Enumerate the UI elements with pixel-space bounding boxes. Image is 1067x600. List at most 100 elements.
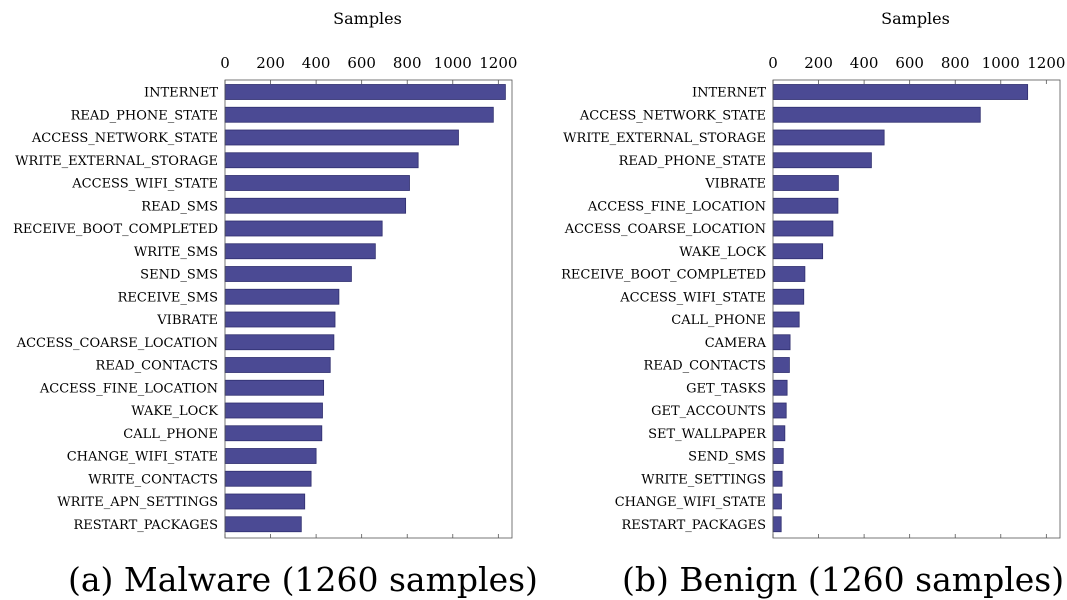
category-label: VIBRATE	[156, 313, 218, 328]
category-label: ACCESS_FINE_LOCATION	[39, 381, 218, 396]
x-tick-label: 1200	[479, 54, 517, 72]
x-tick-label: 1200	[1027, 54, 1065, 72]
bar-wake-lock	[772, 243, 824, 260]
category-label: ACCESS_NETWORK_STATE	[31, 131, 218, 146]
caption-malware: (a) Malware (1260 samples)	[68, 560, 538, 599]
x-tick-label: 200	[256, 54, 285, 72]
category-label: GET_ACCOUNTS	[651, 404, 766, 419]
category-label: CAMERA	[705, 336, 767, 351]
x-tick-label: 1000	[434, 54, 472, 72]
bar-send-sms	[224, 266, 352, 282]
x-tick-label: 600	[895, 54, 924, 72]
caption-benign: (b) Benign (1260 samples)	[622, 560, 1065, 599]
category-label: ACCESS_COARSE_LOCATION	[16, 336, 218, 351]
bar-change-wifi-state	[772, 493, 782, 510]
category-label: READ_SMS	[141, 199, 218, 214]
category-label: WRITE_SMS	[134, 245, 218, 260]
x-axis-title: Samples	[881, 9, 950, 28]
bar-read-phone-state	[224, 106, 494, 123]
category-label: READ_PHONE_STATE	[619, 154, 766, 169]
category-label: ACCESS_WIFI_STATE	[71, 177, 218, 192]
bar-read-contacts	[224, 357, 331, 373]
x-tick-label: 400	[302, 54, 331, 72]
category-label: RESTART_PACKAGES	[621, 518, 766, 533]
category-label: GET_TASKS	[686, 381, 766, 396]
bar-write-external-storage	[224, 152, 419, 169]
bar-call-phone	[772, 311, 800, 328]
category-label: RECEIVE_BOOT_COMPLETED	[13, 222, 218, 237]
chart-benign: INTERNET ACCESS_NETWORK_STATE WRITE_EXTERN…	[561, 9, 1065, 539]
bar-access-wifi-state	[772, 288, 805, 305]
bar-get-tasks	[772, 379, 788, 396]
category-label: ACCESS_COARSE_LOCATION	[564, 222, 766, 237]
category-label: ACCESS_WIFI_STATE	[619, 290, 766, 305]
x-tick-label: 0	[220, 54, 230, 72]
category-label: WRITE_APN_SETTINGS	[57, 495, 218, 510]
category-label: SEND_SMS	[140, 268, 218, 283]
bar-vibrate	[772, 175, 839, 191]
bar-restart-packages	[224, 516, 302, 533]
bar-receive-boot-completed	[224, 220, 383, 237]
bar-access-fine-location	[772, 197, 839, 214]
bar-restart-packages	[772, 516, 782, 533]
bar-change-wifi-state	[224, 448, 317, 464]
bar-access-fine-location	[224, 379, 325, 396]
category-label: WRITE_EXTERNAL_STORAGE	[563, 131, 766, 146]
category-label: INTERNET	[144, 86, 218, 101]
x-tick-label: 800	[393, 54, 422, 72]
bar-access-network-state	[224, 129, 459, 146]
bar-get-accounts	[772, 402, 787, 419]
bar-read-contacts	[772, 357, 790, 373]
bar-access-wifi-state	[224, 175, 410, 191]
category-label: READ_CONTACTS	[96, 359, 218, 374]
bar-internet	[224, 84, 506, 100]
category-label: WAKE_LOCK	[131, 404, 218, 419]
category-label: SET_WALLPAPER	[648, 427, 767, 442]
bar-receive-sms	[224, 288, 340, 305]
bar-access-coarse-location	[772, 220, 834, 237]
plot-frame	[772, 79, 1061, 539]
category-label: CALL_PHONE	[123, 427, 218, 442]
category-label: READ_CONTACTS	[644, 359, 766, 374]
x-tick-label: 1000	[982, 54, 1020, 72]
bar-wake-lock	[224, 402, 323, 419]
category-label: CHANGE_WIFI_STATE	[67, 450, 218, 465]
bar-access-network-state	[772, 106, 981, 123]
bar-write-apn-settings	[224, 493, 306, 510]
bar-camera	[772, 334, 791, 351]
bar-read-sms	[224, 197, 407, 214]
category-label: VIBRATE	[704, 177, 766, 192]
category-label: SEND_SMS	[688, 450, 766, 465]
category-label: RESTART_PACKAGES	[73, 518, 218, 533]
category-label: RECEIVE_BOOT_COMPLETED	[561, 268, 766, 283]
bar-access-coarse-location	[224, 334, 335, 351]
x-tick-label: 200	[804, 54, 833, 72]
bar-vibrate	[224, 311, 336, 328]
bar-call-phone	[224, 425, 323, 442]
x-axis-title: Samples	[333, 9, 402, 28]
bar-write-sms	[224, 243, 376, 260]
x-tick-label: 400	[850, 54, 879, 72]
category-label: CHANGE_WIFI_STATE	[615, 495, 766, 510]
category-label: ACCESS_NETWORK_STATE	[579, 108, 766, 123]
category-label: CALL_PHONE	[671, 313, 766, 328]
bar-receive-boot-completed	[772, 266, 806, 282]
category-label: RECEIVE_SMS	[118, 290, 218, 305]
chart-malware: INTERNET READ_PHONE_STATE ACCESS_NETWORK_S…	[13, 9, 517, 539]
category-label: WRITE_EXTERNAL_STORAGE	[15, 154, 218, 169]
bar-send-sms	[772, 448, 784, 464]
bar-write-contacts	[224, 470, 312, 487]
category-label: WAKE_LOCK	[679, 245, 766, 260]
category-label: WRITE_CONTACTS	[88, 472, 218, 487]
bar-write-external-storage	[772, 129, 885, 146]
bar-write-settings	[772, 470, 783, 487]
bar-set-wallpaper	[772, 425, 786, 442]
bar-read-phone-state	[772, 152, 872, 169]
category-label: INTERNET	[692, 86, 766, 101]
bar-internet	[772, 84, 1029, 100]
category-label: READ_PHONE_STATE	[71, 108, 218, 123]
x-tick-label: 0	[768, 54, 778, 72]
plot-frame	[224, 79, 513, 539]
category-label: ACCESS_FINE_LOCATION	[587, 199, 766, 214]
